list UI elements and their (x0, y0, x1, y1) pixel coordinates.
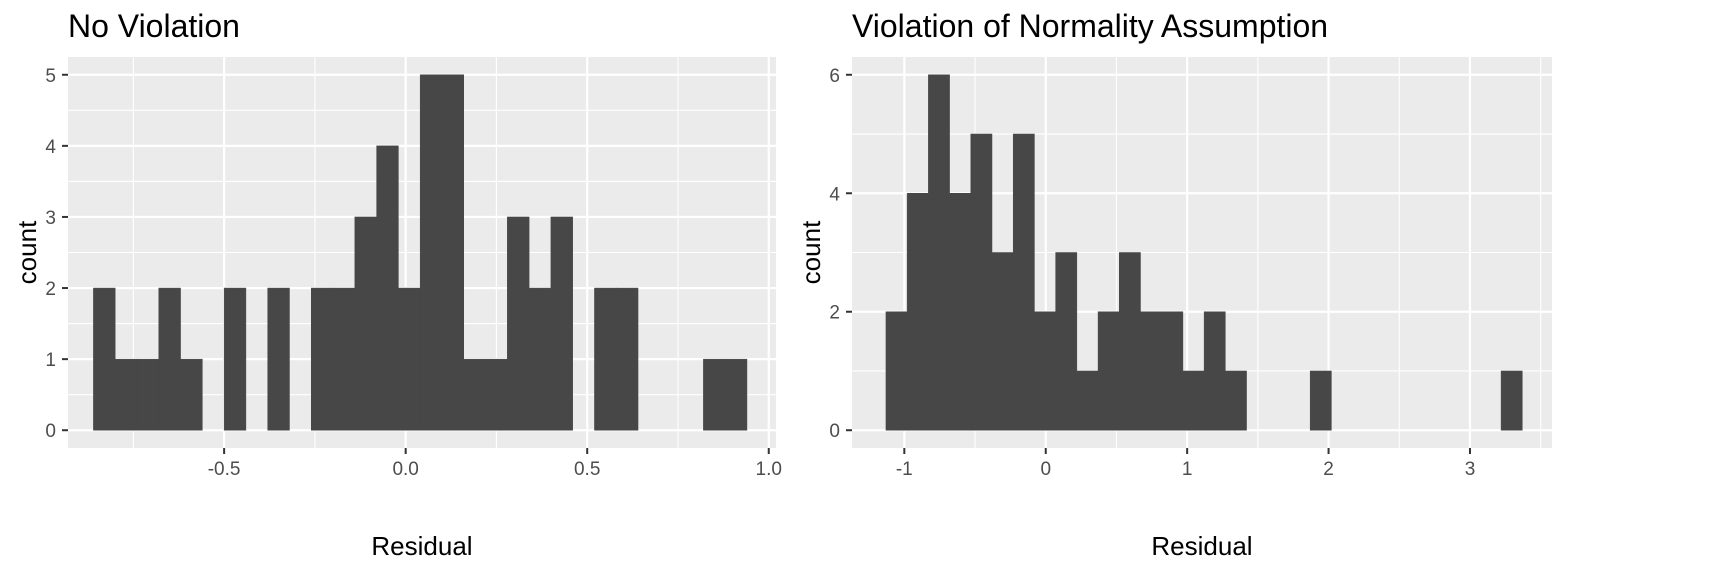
x-tick-label: 0.0 (392, 459, 418, 480)
histogram-bar (485, 358, 508, 431)
histogram-bar (507, 216, 530, 431)
histogram-bar (267, 287, 290, 431)
chart-title: Violation of Normality Assumption (852, 8, 1328, 44)
x-tick-label: 1 (1182, 459, 1193, 480)
histogram-bar (1076, 370, 1099, 431)
histogram-bar (550, 216, 573, 431)
histogram-bar (158, 287, 181, 431)
y-axis-title: count (12, 220, 42, 284)
x-tick-label: 2 (1323, 459, 1334, 480)
histogram-bar (1012, 133, 1035, 431)
histogram-bar (441, 74, 465, 431)
y-tick-label: 0 (45, 421, 56, 442)
histogram-bar (1203, 311, 1226, 431)
histogram-bar (594, 287, 617, 431)
histogram-bar (114, 358, 138, 431)
histogram-bar (311, 287, 334, 431)
histogram-bar (1500, 370, 1523, 431)
histogram-bar (615, 287, 639, 431)
chart-panel-2: -1 0 1 2 3 0 2 4 6 Violation of Normality Assumpt… (796, 8, 1552, 561)
histogram-bar (180, 358, 203, 431)
histogram-bar (398, 287, 421, 431)
histogram-bar (376, 145, 399, 431)
histogram-bar (1119, 252, 1141, 431)
y-tick-label: 2 (829, 303, 840, 324)
y-tick-label: 5 (45, 66, 56, 87)
histogram-bar (528, 287, 552, 431)
histogram-bar (93, 287, 116, 431)
x-tick-label: -1 (896, 459, 913, 480)
y-tick-label: 0 (829, 421, 840, 442)
histogram-bar (1161, 311, 1184, 431)
y-tick-label: 4 (829, 184, 840, 205)
histogram-bar (1097, 311, 1120, 431)
chart-panel-1: -0.5 0.0 0.5 1.0 0 1 2 3 4 5 No Violation Residual c… (12, 8, 782, 561)
x-axis-title: Residual (1151, 531, 1252, 561)
histogram-bar (354, 216, 377, 431)
histogram-bar (1055, 252, 1078, 431)
x-tick-label: -0.5 (208, 459, 241, 480)
histogram-bar (991, 252, 1014, 431)
x-tick-label: 3 (1465, 459, 1476, 480)
histogram-bar (1140, 311, 1162, 431)
histogram-bar (949, 193, 972, 431)
histogram-bar (223, 287, 247, 431)
y-tick-label: 1 (45, 350, 56, 371)
y-tick-label: 2 (45, 279, 56, 300)
histogram-bar (703, 358, 726, 431)
histogram-bar (332, 287, 356, 431)
x-tick-label: 0 (1040, 459, 1051, 480)
y-axis-title: count (796, 220, 826, 284)
x-tick-label: 0.5 (574, 459, 600, 480)
y-tick-label: 3 (45, 208, 56, 229)
histogram-bar (1225, 370, 1247, 431)
x-tick-label: 1.0 (756, 459, 782, 480)
y-tick-label: 6 (829, 66, 840, 87)
histogram-bar (724, 358, 748, 431)
histogram-bar (928, 74, 950, 431)
x-axis-title: Residual (371, 531, 472, 561)
histogram-bar (1182, 370, 1205, 431)
y-tick-label: 4 (45, 137, 56, 158)
histogram-bar (885, 311, 908, 431)
histogram-bar (1034, 311, 1056, 431)
histogram-bar (419, 74, 443, 431)
chart-title: No Violation (68, 8, 240, 44)
histogram-bar (970, 133, 993, 431)
histogram-bar (906, 193, 929, 431)
histogram-bar (463, 358, 486, 431)
histogram-bar (1309, 370, 1332, 431)
histogram-bar (136, 358, 160, 431)
